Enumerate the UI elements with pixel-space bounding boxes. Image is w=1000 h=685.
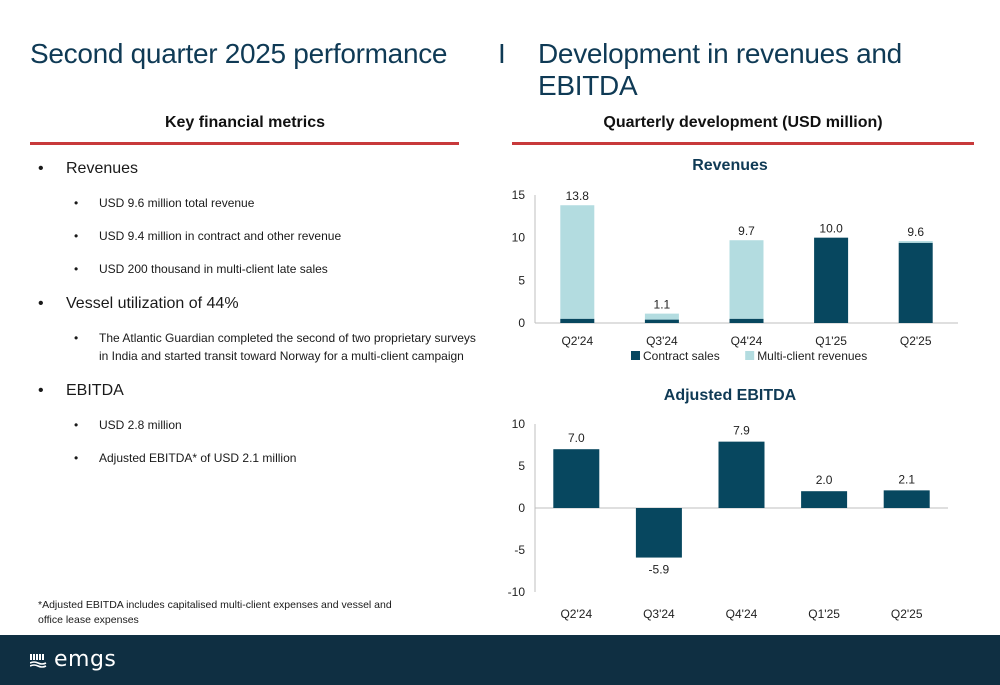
y-tick-label: 0 bbox=[518, 501, 525, 515]
metric-sub-item: USD 2.8 million bbox=[36, 416, 476, 434]
legend-label: Contract sales bbox=[643, 349, 720, 363]
data-label: 2.0 bbox=[816, 473, 833, 487]
legend-swatch bbox=[631, 351, 640, 360]
data-label: 9.7 bbox=[738, 224, 755, 238]
bar-multi-client bbox=[560, 205, 595, 319]
y-tick-label: -5 bbox=[514, 543, 525, 557]
y-tick-label: 5 bbox=[518, 273, 525, 287]
bar-contract-sales bbox=[898, 242, 933, 323]
metrics-list: Revenues USD 9.6 million total revenue U… bbox=[36, 158, 476, 482]
emgs-logo-text: emgs bbox=[54, 647, 117, 672]
bar-contract-sales bbox=[814, 237, 849, 323]
metric-sub-item: USD 9.4 million in contract and other re… bbox=[36, 227, 476, 245]
section-title: Development in revenues and EBITDA bbox=[538, 38, 902, 101]
data-label: 2.1 bbox=[898, 472, 915, 486]
metric-vessel-utilization: Vessel utilization of 44% bbox=[36, 293, 476, 315]
bar-contract-sales bbox=[644, 319, 679, 323]
quarterly-divider bbox=[512, 142, 974, 145]
bar-contract-sales bbox=[729, 318, 764, 323]
x-tick-label: Q2'24 bbox=[561, 334, 593, 348]
revenues-chart: 0 5 10 15 13.8 Q2'24 1.1 Q3'24 9.7 Q4'24 10.0 Q1'25… bbox=[512, 188, 958, 363]
footer-bar: emgs bbox=[0, 635, 1000, 685]
x-tick-label: Q1'25 bbox=[808, 607, 840, 621]
key-metrics-divider bbox=[30, 142, 459, 145]
emgs-logo: emgs bbox=[30, 647, 116, 672]
y-tick-label: 15 bbox=[512, 188, 526, 202]
ebitda-bar bbox=[883, 490, 930, 508]
data-label: 10.0 bbox=[819, 222, 843, 236]
data-label: 7.0 bbox=[568, 431, 585, 445]
bar-multi-client bbox=[898, 241, 933, 243]
x-tick-label: Q4'24 bbox=[726, 607, 758, 621]
title-separator: I bbox=[498, 38, 506, 69]
y-tick-label: 5 bbox=[518, 459, 525, 473]
metric-ebitda: EBITDA bbox=[36, 380, 476, 402]
ebitda-chart: -10 -5 0 5 10 7.0 Q2'24 -5.9 Q3'24 7.9 Q4'24 2.0 Q1'… bbox=[508, 417, 948, 621]
bar-multi-client bbox=[729, 240, 764, 319]
y-tick-label: 10 bbox=[512, 231, 526, 245]
ebitda-bar bbox=[553, 449, 600, 508]
data-label: 13.8 bbox=[566, 189, 590, 203]
data-label: 1.1 bbox=[654, 298, 671, 312]
data-label: -5.9 bbox=[649, 563, 670, 577]
ebitda-bar bbox=[635, 508, 682, 558]
data-label: 9.6 bbox=[907, 225, 924, 239]
x-tick-label: Q1'25 bbox=[815, 334, 847, 348]
ebitda-bar bbox=[801, 491, 848, 508]
y-tick-label: 10 bbox=[512, 417, 526, 431]
bar-multi-client bbox=[644, 313, 679, 320]
y-tick-label: -10 bbox=[508, 585, 526, 599]
legend-swatch bbox=[745, 351, 755, 360]
x-tick-label: Q3'24 bbox=[646, 334, 678, 348]
x-tick-label: Q4'24 bbox=[731, 334, 763, 348]
metric-sub-item: USD 9.6 million total revenue bbox=[36, 194, 476, 212]
ebitda-chart-title: Adjusted EBITDA bbox=[663, 387, 797, 404]
bar-contract-sales bbox=[560, 318, 595, 323]
x-tick-label: Q2'24 bbox=[560, 607, 592, 621]
page-title: Second quarter 2025 performance bbox=[30, 38, 448, 69]
revenues-chart-title: Revenues bbox=[692, 157, 768, 174]
legend-label: Multi-client revenues bbox=[757, 349, 867, 363]
metric-sub-item: The Atlantic Guardian completed the seco… bbox=[36, 329, 476, 365]
metric-sub-item: USD 200 thousand in multi-client late sa… bbox=[36, 260, 476, 278]
footnote: *Adjusted EBITDA includes capitalised mu… bbox=[38, 599, 392, 626]
x-tick-label: Q2'25 bbox=[900, 334, 932, 348]
key-metrics-heading: Key financial metrics bbox=[164, 114, 326, 131]
metric-revenues: Revenues bbox=[36, 158, 476, 180]
data-label: 7.9 bbox=[733, 424, 750, 438]
ebitda-bar bbox=[718, 441, 765, 508]
x-tick-label: Q3'24 bbox=[643, 607, 675, 621]
emgs-logo-icon bbox=[30, 653, 47, 668]
metric-sub-item: Adjusted EBITDA* of USD 2.1 million bbox=[36, 449, 476, 467]
quarterly-heading: Quarterly development (USD million) bbox=[603, 114, 883, 131]
y-tick-label: 0 bbox=[518, 316, 525, 330]
x-tick-label: Q2'25 bbox=[891, 607, 923, 621]
